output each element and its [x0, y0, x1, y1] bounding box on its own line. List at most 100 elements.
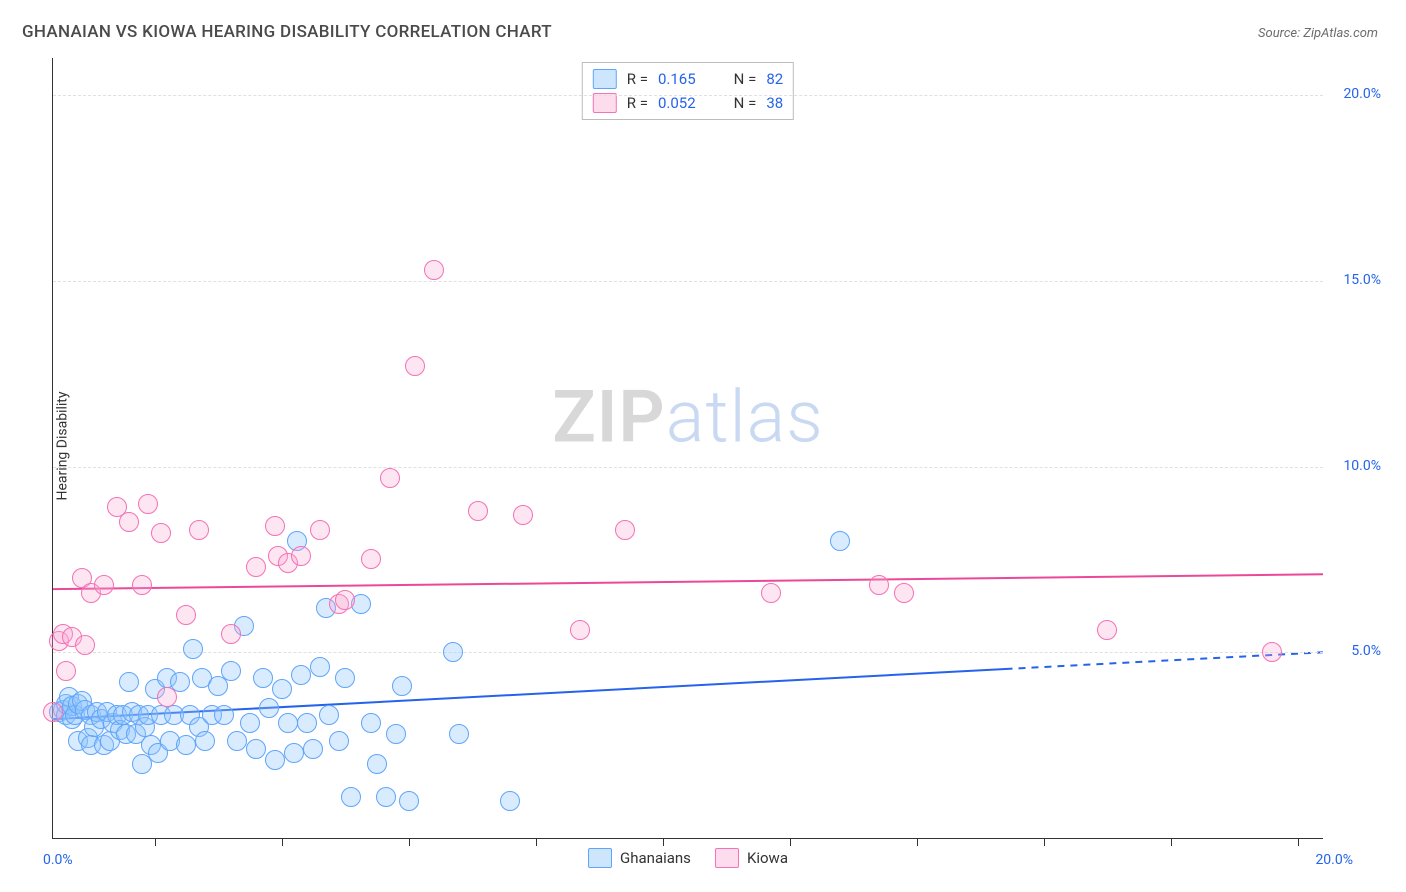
- point-kiowa: [151, 523, 171, 543]
- point-ghanaians: [284, 743, 304, 763]
- point-kiowa: [513, 505, 533, 525]
- point-kiowa: [894, 583, 914, 603]
- point-ghanaians: [376, 787, 396, 807]
- point-ghanaians: [183, 639, 203, 659]
- legend-swatch: [593, 69, 617, 89]
- watermark: ZIPatlas: [552, 374, 824, 459]
- point-kiowa: [869, 575, 889, 595]
- gridline: [53, 281, 1323, 282]
- point-kiowa: [1262, 642, 1282, 662]
- point-kiowa: [138, 494, 158, 514]
- point-kiowa: [380, 468, 400, 488]
- point-ghanaians: [329, 731, 349, 751]
- point-ghanaians: [367, 754, 387, 774]
- chart-plot-area: ZIPatlas R =0.165N =82R =0.052N =38 0.0%…: [52, 58, 1323, 839]
- point-kiowa: [405, 356, 425, 376]
- legend-label: Kiowa: [747, 849, 788, 867]
- point-kiowa: [157, 687, 177, 707]
- gridline: [53, 95, 1323, 96]
- point-ghanaians: [246, 739, 266, 759]
- legend-n-value: 82: [766, 70, 783, 88]
- point-ghanaians: [214, 705, 234, 725]
- point-kiowa: [56, 661, 76, 681]
- source-attribution: Source: ZipAtlas.com: [1258, 26, 1378, 41]
- point-ghanaians: [265, 750, 285, 770]
- point-ghanaians: [259, 698, 279, 718]
- x-tick: [917, 838, 918, 846]
- y-tick-label: 5.0%: [1351, 643, 1381, 659]
- point-ghanaians: [341, 787, 361, 807]
- x-tick: [155, 838, 156, 846]
- point-ghanaians: [253, 668, 273, 688]
- point-ghanaians: [272, 679, 292, 699]
- gridline: [53, 467, 1323, 468]
- x-tick: [790, 838, 791, 846]
- point-kiowa: [221, 624, 241, 644]
- point-ghanaians: [297, 713, 317, 733]
- legend-n-label: N =: [734, 70, 757, 88]
- x-axis-min-label: 0.0%: [43, 852, 73, 868]
- chart-title: GHANAIAN VS KIOWA HEARING DISABILITY COR…: [22, 22, 552, 42]
- point-ghanaians: [386, 724, 406, 744]
- point-ghanaians: [240, 713, 260, 733]
- point-kiowa: [119, 512, 139, 532]
- x-tick: [1044, 838, 1045, 846]
- legend-n-value: 38: [766, 94, 783, 112]
- y-tick-label: 20.0%: [1343, 86, 1381, 102]
- watermark-atlas: atlas: [666, 374, 824, 459]
- point-ghanaians: [449, 724, 469, 744]
- point-ghanaians: [830, 531, 850, 551]
- legend-r-label: R =: [627, 70, 648, 88]
- point-kiowa: [570, 620, 590, 640]
- point-kiowa: [424, 260, 444, 280]
- point-ghanaians: [119, 672, 139, 692]
- point-kiowa: [361, 549, 381, 569]
- gridline: [53, 652, 1323, 653]
- x-tick: [409, 838, 410, 846]
- y-tick-label: 10.0%: [1343, 458, 1381, 474]
- point-kiowa: [468, 501, 488, 521]
- legend-r-value: 0.052: [658, 94, 696, 112]
- point-ghanaians: [195, 731, 215, 751]
- legend-row: R = 0.165 N = 82: [593, 67, 783, 91]
- point-kiowa: [132, 575, 152, 595]
- point-kiowa: [246, 557, 266, 577]
- legend-item: Kiowa: [715, 848, 788, 868]
- point-ghanaians: [443, 642, 463, 662]
- point-ghanaians: [303, 739, 323, 759]
- point-ghanaians: [319, 705, 339, 725]
- point-ghanaians: [221, 661, 241, 681]
- point-ghanaians: [500, 791, 520, 811]
- point-ghanaians: [310, 657, 330, 677]
- x-tick: [282, 838, 283, 846]
- point-ghanaians: [176, 735, 196, 755]
- y-tick-label: 15.0%: [1343, 272, 1381, 288]
- legend-n-label: N =: [734, 94, 757, 112]
- x-axis-max-label: 20.0%: [1315, 852, 1353, 868]
- point-kiowa: [75, 635, 95, 655]
- point-kiowa: [310, 520, 330, 540]
- legend-item: Ghanaians: [588, 848, 691, 868]
- point-ghanaians: [227, 731, 247, 751]
- point-ghanaians: [278, 713, 298, 733]
- legend-r-label: R =: [627, 94, 648, 112]
- point-ghanaians: [361, 713, 381, 733]
- point-kiowa: [94, 575, 114, 595]
- trend-line: [53, 574, 1323, 589]
- point-kiowa: [43, 702, 63, 722]
- point-kiowa: [176, 605, 196, 625]
- watermark-zip: ZIP: [552, 374, 665, 459]
- x-tick: [536, 838, 537, 846]
- x-tick: [1298, 838, 1299, 846]
- point-kiowa: [615, 520, 635, 540]
- point-ghanaians: [335, 668, 355, 688]
- point-ghanaians: [392, 676, 412, 696]
- point-kiowa: [1097, 620, 1117, 640]
- point-kiowa: [761, 583, 781, 603]
- legend-r-value: 0.165: [658, 70, 696, 88]
- legend-swatch: [588, 848, 612, 868]
- point-ghanaians: [399, 791, 419, 811]
- point-kiowa: [291, 546, 311, 566]
- x-tick: [663, 838, 664, 846]
- point-kiowa: [189, 520, 209, 540]
